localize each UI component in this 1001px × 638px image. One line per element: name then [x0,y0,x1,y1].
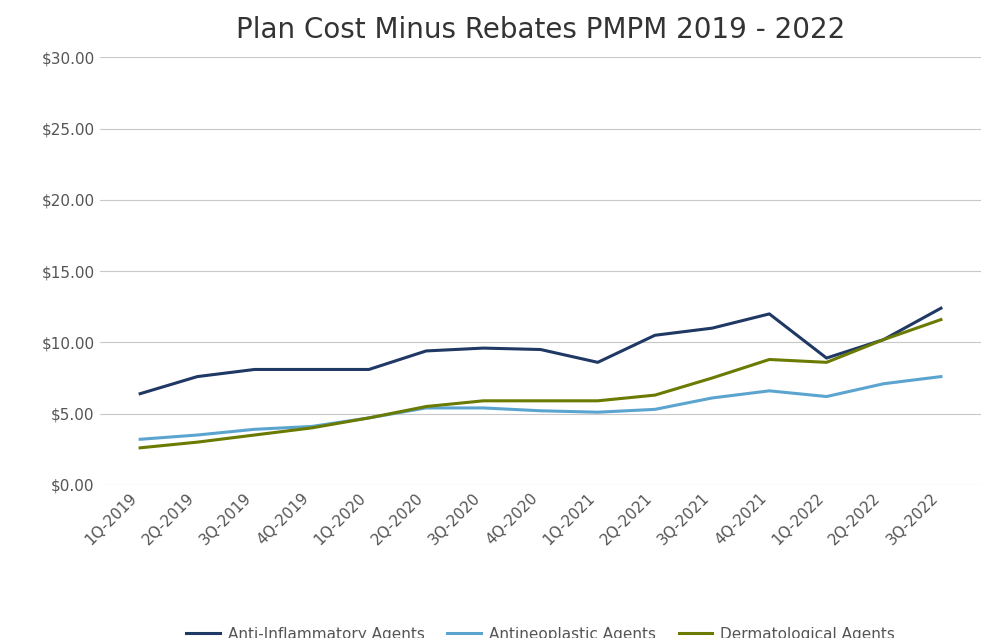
Anti-Inflammatory Agents [764,310,776,318]
Anti-Inflammatory Agents [134,390,146,397]
Dermatological Agents [592,397,604,404]
Anti-Inflammatory Agents [248,366,260,373]
Dermatological Agents [535,397,547,404]
Anti-Inflammatory Agents [649,332,661,339]
Antineoplastic Agents [649,406,661,413]
Dermatological Agents [706,374,718,382]
Antineoplastic Agents [134,436,146,443]
Anti-Inflammatory Agents [592,359,604,366]
Dermatological Agents [764,355,776,363]
Anti-Inflammatory Agents [191,373,203,380]
Anti-Inflammatory Agents [363,366,375,373]
Anti-Inflammatory Agents [305,366,317,373]
Anti-Inflammatory Agents [706,324,718,332]
Dermatological Agents [248,431,260,439]
Antineoplastic Agents [363,414,375,422]
Legend: Anti-Inflammatory Agents, Antineoplastic Agents, Dermatological Agents: Anti-Inflammatory Agents, Antineoplastic… [180,621,901,638]
Dermatological Agents [420,403,432,410]
Anti-Inflammatory Agents [878,336,890,343]
Dermatological Agents [191,438,203,446]
Dermatological Agents [821,359,833,366]
Antineoplastic Agents [535,407,547,415]
Dermatological Agents [649,391,661,399]
Antineoplastic Agents [764,387,776,395]
Antineoplastic Agents [821,393,833,401]
Line: Anti-Inflammatory Agents: Anti-Inflammatory Agents [140,308,941,394]
Antineoplastic Agents [248,426,260,433]
Title: Plan Cost Minus Rebates PMPM 2019 - 2022: Plan Cost Minus Rebates PMPM 2019 - 2022 [236,16,845,44]
Dermatological Agents [363,414,375,422]
Antineoplastic Agents [706,394,718,402]
Dermatological Agents [477,397,489,404]
Anti-Inflammatory Agents [935,304,947,312]
Antineoplastic Agents [420,404,432,412]
Anti-Inflammatory Agents [535,346,547,353]
Anti-Inflammatory Agents [821,354,833,362]
Line: Dermatological Agents: Dermatological Agents [140,320,941,448]
Line: Antineoplastic Agents: Antineoplastic Agents [140,376,941,440]
Antineoplastic Agents [477,404,489,412]
Antineoplastic Agents [592,408,604,416]
Dermatological Agents [935,316,947,323]
Antineoplastic Agents [191,431,203,439]
Antineoplastic Agents [935,373,947,380]
Dermatological Agents [878,336,890,343]
Anti-Inflammatory Agents [477,345,489,352]
Anti-Inflammatory Agents [420,347,432,355]
Dermatological Agents [134,444,146,452]
Antineoplastic Agents [878,380,890,387]
Antineoplastic Agents [305,422,317,430]
Dermatological Agents [305,424,317,432]
